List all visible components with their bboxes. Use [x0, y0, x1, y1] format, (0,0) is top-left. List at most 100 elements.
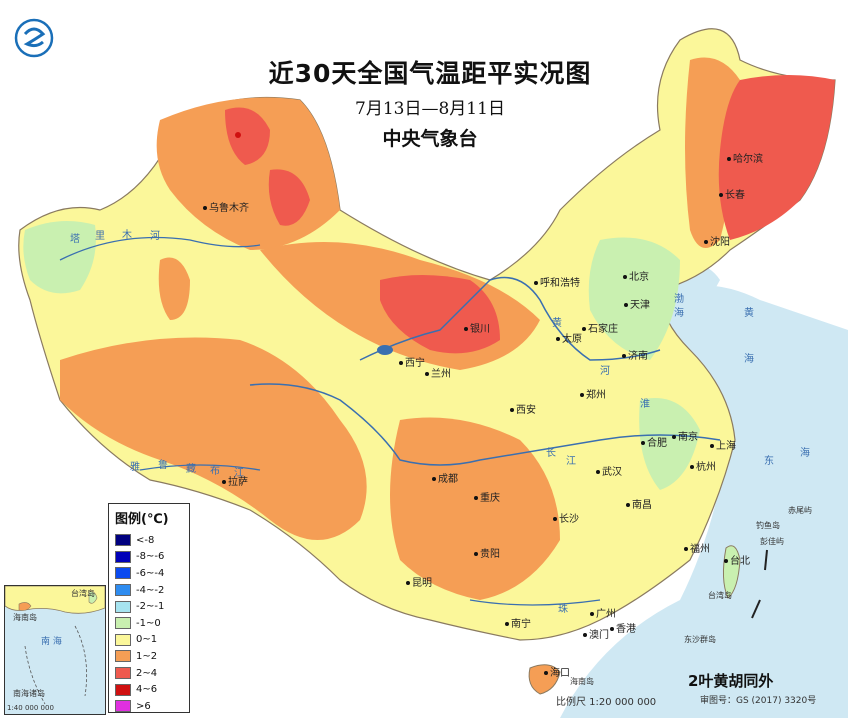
- city-label: 台北: [724, 552, 750, 567]
- legend-swatch: [115, 617, 131, 630]
- river-label: 里: [95, 231, 105, 242]
- city-label: 太原: [556, 330, 582, 345]
- city-label: 南京: [672, 428, 698, 443]
- pearl-river: [469, 599, 601, 606]
- legend-swatch: [115, 584, 131, 597]
- city-label: 长沙: [553, 510, 579, 525]
- legend-item: -8~-6: [115, 549, 183, 566]
- city-label: 银川: [464, 320, 490, 335]
- legend-swatch: [115, 567, 131, 580]
- legend-label: <-8: [136, 534, 155, 546]
- inset-map: [5, 586, 105, 705]
- zone-2-4-northeast: [718, 75, 835, 240]
- island-label: 海南岛: [570, 677, 594, 686]
- river-label: 雅: [130, 462, 140, 473]
- city-label: 海口: [544, 664, 570, 679]
- city-label: 香港: [610, 620, 636, 635]
- legend-item: -2~-1: [115, 598, 183, 615]
- city-label: 广州: [590, 605, 616, 620]
- city-label: 沈阳: [704, 233, 730, 248]
- city-label: 石家庄: [582, 320, 618, 335]
- map-scale: 比例尺 1:20 000 000: [556, 697, 657, 708]
- city-label: 拉萨: [222, 473, 248, 488]
- inset-island-label: 南海诸岛: [13, 689, 45, 698]
- river-label: 江: [234, 468, 244, 479]
- south-china-sea-inset: 海南岛 台湾岛 南海诸岛 南 海 1:40 000 000: [4, 585, 106, 715]
- date-range: 7月13日—8月11日: [355, 99, 505, 119]
- legend-swatch: [115, 650, 131, 663]
- city-label: 呼和浩特: [534, 274, 580, 289]
- zone-1-2-southwest: [390, 417, 560, 600]
- cma-logo: [14, 18, 54, 58]
- legend-label: 1~2: [136, 650, 158, 662]
- sea-area: [560, 285, 848, 718]
- city-label: 南宁: [505, 615, 531, 630]
- city-label: 长春: [719, 186, 745, 201]
- city-label: 天津: [624, 296, 650, 311]
- sea-label: 海: [744, 354, 754, 365]
- sea-label: 黄: [744, 308, 754, 319]
- legend-item: -6~-4: [115, 565, 183, 582]
- river-label: 江: [566, 456, 576, 467]
- yellow-river: [359, 276, 661, 361]
- river-label: 珠: [558, 604, 568, 615]
- zone-neg1-0-west-xinjiang: [23, 221, 97, 294]
- city-label: 哈尔滨: [727, 150, 763, 165]
- legend-item: 2~4: [115, 665, 183, 682]
- zone-1-2-basin: [158, 257, 190, 320]
- legend-item: -1~0: [115, 615, 183, 632]
- city-label: 南昌: [626, 496, 652, 511]
- legend-swatch: [115, 633, 131, 646]
- river-label: 黄: [552, 318, 562, 329]
- legend-label: 4~6: [136, 684, 158, 696]
- yangtze-river: [249, 383, 721, 466]
- legend-label: 2~4: [136, 667, 158, 679]
- city-label: 西安: [510, 401, 536, 416]
- legend-item: >6: [115, 698, 183, 715]
- river-label: 藏: [186, 464, 196, 475]
- agency-name: 中央气象台: [382, 128, 478, 150]
- sea-label: 海: [800, 448, 810, 459]
- tarim-river: [59, 236, 261, 261]
- legend-swatch: [115, 600, 131, 613]
- legend-label: >6: [136, 700, 151, 712]
- qinghai-lake: [377, 345, 393, 355]
- sea-label: 渤: [674, 294, 684, 305]
- sea-label: 东: [764, 456, 774, 467]
- city-label: 成都: [432, 470, 458, 485]
- city-label: 济南: [622, 347, 648, 362]
- zone-neg1-0-east-china: [639, 398, 700, 490]
- city-label: 澳门: [583, 626, 609, 641]
- city-label: 郑州: [580, 386, 606, 401]
- watermark: 2叶黄胡同外: [688, 672, 774, 690]
- legend-item: 1~2: [115, 648, 183, 665]
- map-approval-number: 审图号：GS (2017) 3320号: [700, 696, 817, 706]
- city-label: 杭州: [690, 458, 716, 473]
- legend-label: 0~1: [136, 634, 158, 646]
- river-label: 河: [150, 231, 160, 242]
- city-label: 重庆: [474, 489, 500, 504]
- river-label: 淮: [640, 399, 650, 410]
- island-label: 钓鱼岛: [756, 521, 780, 530]
- legend-swatch: [115, 683, 131, 696]
- legend-swatch: [115, 700, 131, 713]
- legend-label: -4~-2: [136, 584, 165, 596]
- river-label: 长: [546, 448, 556, 459]
- zone-2-4-altay: [225, 107, 270, 165]
- city-label: 西宁: [399, 354, 425, 369]
- yarlung-river: [139, 464, 261, 471]
- river-label: 木: [122, 230, 132, 241]
- legend-title: 图例(℃): [115, 512, 169, 527]
- legend-label: -8~-6: [136, 551, 165, 563]
- river-label: 布: [210, 466, 220, 477]
- city-label: 上海: [710, 437, 736, 452]
- legend-swatch: [115, 534, 131, 547]
- legend-item: -4~-2: [115, 582, 183, 599]
- city-label: 北京: [623, 268, 649, 283]
- river-label: 河: [600, 366, 610, 377]
- legend-item: 0~1: [115, 632, 183, 649]
- legend: 图例(℃) <-8 -8~-6 -6~-4 -4~-2 -2~-1 -1~0 0…: [108, 503, 190, 713]
- city-label: 乌鲁木齐: [203, 199, 249, 214]
- legend-item: 4~6: [115, 681, 183, 698]
- city-label: 福州: [684, 540, 710, 555]
